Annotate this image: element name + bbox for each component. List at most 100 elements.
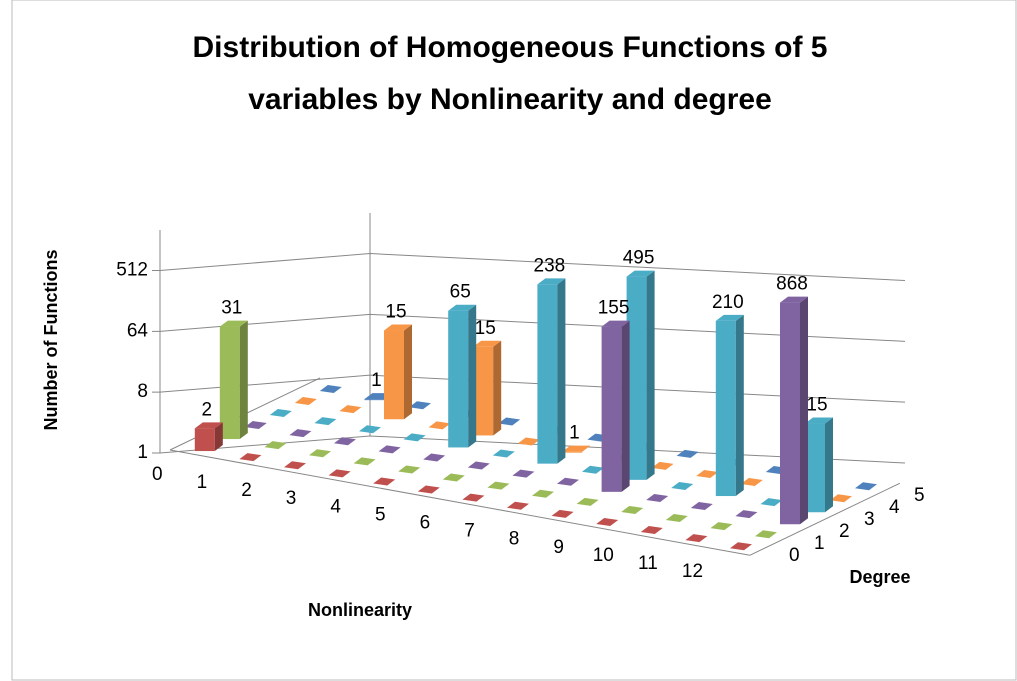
bar [715, 314, 744, 497]
data-label: 1 [371, 370, 382, 391]
floor-tile [576, 497, 599, 506]
z-tick-label: 1 [814, 533, 825, 554]
bar [448, 304, 477, 448]
floor-tile [239, 453, 262, 462]
bar-front [805, 423, 825, 513]
floor-tile [685, 534, 708, 543]
floor-tile [640, 526, 663, 535]
data-label: 15 [475, 318, 496, 339]
z-tick-label: 0 [789, 545, 800, 566]
floor-tile [755, 530, 777, 539]
floor-tile [378, 445, 401, 454]
floor-tile [339, 405, 362, 414]
bar [384, 324, 412, 420]
floor-tile [665, 514, 688, 523]
z-tick-label: 2 [839, 521, 850, 542]
floor-tile [359, 425, 381, 434]
bar-top [384, 324, 412, 331]
bar-side [735, 314, 744, 497]
floor-tile [244, 421, 267, 430]
bar-front [364, 399, 385, 401]
data-label: 868 [776, 274, 808, 295]
floor-tile [532, 489, 554, 498]
bar [626, 270, 655, 480]
floor-tile [582, 465, 604, 474]
floor-tile [269, 409, 292, 418]
floor-tile [740, 478, 763, 487]
floor-tile [730, 542, 752, 551]
floor-tile [671, 481, 694, 490]
x-tick-label: 11 [638, 553, 658, 574]
floor-tile [855, 482, 877, 491]
x-tick-label: 12 [682, 561, 703, 582]
floor-tile [498, 417, 521, 426]
floor-tile [309, 449, 331, 458]
bar-side [646, 270, 655, 480]
bar [601, 320, 630, 492]
bar-side [800, 296, 808, 525]
bar-side [493, 340, 502, 436]
x-tick-label: 7 [464, 521, 475, 542]
floor-tile [462, 493, 485, 502]
floor-tile [710, 522, 733, 531]
floor-tile [512, 469, 535, 478]
bar-top [194, 422, 223, 429]
z-tick-label: 4 [889, 497, 900, 518]
bar-top [562, 445, 591, 452]
bar-side [557, 278, 566, 464]
x-tick-label: 6 [420, 512, 431, 533]
floor-tile [423, 453, 446, 462]
floor-tile [442, 473, 465, 482]
bar [473, 340, 502, 436]
data-label: 15 [806, 395, 827, 416]
floor-edge [169, 449, 750, 556]
floor-tile [507, 501, 529, 510]
x-tick-label: 0 [152, 464, 163, 485]
floor-tile [319, 385, 342, 394]
bar-side [214, 422, 223, 452]
bar-top [805, 417, 833, 424]
bar-side [468, 304, 477, 448]
floor-tile [328, 469, 351, 478]
bar-front [537, 284, 558, 464]
data-label: 15 [385, 302, 406, 323]
data-label: 65 [450, 282, 471, 303]
bar [780, 296, 808, 525]
bar-side [239, 320, 248, 440]
floor-tile [676, 449, 699, 458]
bar [537, 278, 566, 464]
floor-tile [696, 469, 719, 478]
floor-tile [294, 397, 317, 406]
x-tick-label: 10 [593, 545, 614, 566]
bar-top [473, 340, 502, 347]
bar-top [448, 304, 477, 311]
floor-tile [403, 433, 426, 442]
floor-tile [760, 498, 783, 507]
bar-top [537, 278, 566, 285]
bar-front [562, 451, 583, 453]
z-tick-label: 5 [914, 485, 925, 506]
data-label: 155 [598, 298, 630, 319]
bar-front [601, 326, 622, 492]
floor-tile [651, 461, 674, 470]
floor-tile [417, 485, 440, 494]
floor-tile [517, 437, 540, 446]
floor-tile [467, 461, 490, 470]
x-tick-label: 5 [375, 504, 386, 525]
floor-tile [551, 509, 574, 518]
bar [194, 422, 223, 452]
data-label: 31 [221, 298, 242, 319]
floor-tile [830, 494, 852, 503]
grid-line [152, 253, 906, 282]
floor-tile [334, 437, 356, 446]
data-label: 2 [202, 399, 213, 420]
y-tick-label: 512 [116, 260, 148, 281]
floor-tile [735, 510, 758, 519]
data-label: 1 [569, 423, 580, 444]
data-label: 210 [712, 292, 744, 313]
y-tick-label: 1 [137, 442, 148, 463]
bar-front [715, 320, 736, 497]
floor-tile [284, 461, 306, 470]
